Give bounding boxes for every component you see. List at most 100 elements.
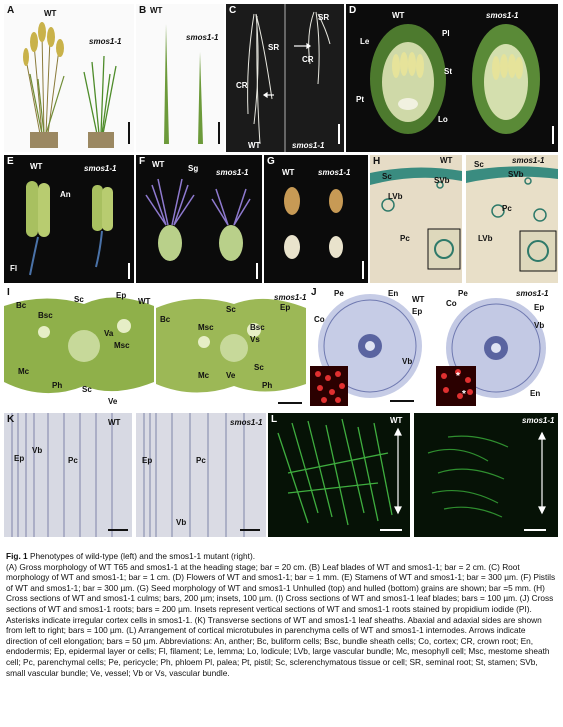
panel-i-bsc-right: Bsc	[250, 323, 265, 332]
panel-d-label: D	[349, 5, 357, 16]
panel-j-co-left: Co	[314, 315, 325, 324]
leaf-sheath-sections-illustration	[4, 413, 266, 537]
panel-c-sr-left: SR	[268, 43, 280, 52]
panel-h-svb-left: SVb	[434, 176, 450, 185]
caption-title: Fig. 1	[6, 551, 28, 561]
panel-a-mut-label: smos1-1	[89, 37, 122, 46]
panel-k-pc-left: Pc	[68, 456, 78, 465]
panel-a-wt-label: WT	[44, 9, 57, 18]
panel-b-mut-label: smos1-1	[186, 33, 219, 42]
panel-l: L WT smos1-1	[268, 413, 558, 537]
panel-j-ep-left: Ep	[412, 307, 423, 316]
panel-k-ep-left: Ep	[14, 454, 25, 463]
caption-body: (A) Gross morphology of WT T65 and smos1…	[6, 561, 556, 678]
panel-g-mut-label: smos1-1	[318, 168, 351, 177]
panel-e: E WT smos1-1 An Fl	[4, 155, 134, 283]
rice-plants-illustration	[23, 22, 130, 148]
panel-j: J WT Pe En Co Ep Vb smos1-1 Pe Co Ep Vb …	[308, 286, 558, 410]
panel-d-le: Le	[360, 37, 370, 46]
panel-c-sr-right: SR	[318, 13, 330, 22]
panel-i-mc-right: Mc	[198, 371, 210, 380]
panel-c-label: C	[229, 5, 237, 16]
panel-l-label: L	[271, 414, 278, 425]
panel-h-lvb-right: LVb	[478, 234, 493, 243]
panel-i-wt-label: WT	[138, 297, 151, 306]
panel-i-ph-left: Ph	[52, 381, 63, 390]
panel-h-label: H	[373, 156, 381, 167]
panel-b: B WT smos1-1	[136, 4, 224, 152]
panel-e-mut-label: smos1-1	[84, 164, 117, 173]
panel-i-mut-label: smos1-1	[274, 293, 306, 302]
panel-k-vb-left: Vb	[32, 446, 43, 455]
panel-d-pt: Pt	[356, 95, 364, 104]
panel-g: G WT smos1-1	[264, 155, 368, 283]
culm-sections-illustration	[370, 155, 558, 283]
panel-i-mc-left: Mc	[18, 367, 30, 376]
panel-b-label: B	[139, 5, 147, 16]
panel-d-mut-label: smos1-1	[486, 11, 519, 20]
panel-i-ep-left: Ep	[116, 291, 127, 300]
panel-h-mut-label: smos1-1	[512, 156, 545, 165]
panel-h-pc-right: Pc	[502, 204, 512, 213]
root-sections-illustration	[310, 294, 546, 406]
panel-i: I WT Bc Sc Ep Bsc Va Msc Mc Ph Sc Ve smo…	[4, 286, 306, 410]
panel-k-ep-right: Ep	[142, 456, 153, 465]
panel-c-cr-left: CR	[236, 81, 248, 90]
panel-c-wt-label: WT	[248, 141, 261, 150]
panel-a-label: A	[7, 5, 15, 16]
panel-j-asterisk-2: *	[462, 389, 466, 400]
panel-c-cr-right: CR	[302, 55, 314, 64]
seeds-illustration	[284, 187, 364, 279]
panel-l-wt-label: WT	[390, 416, 403, 425]
panel-h-wt-label: WT	[440, 156, 453, 165]
panel-k-pc-right: Pc	[196, 456, 206, 465]
stamens-illustration	[26, 181, 130, 279]
panel-c-mut-label: smos1-1	[292, 141, 325, 150]
panel-i-ph-right: Ph	[262, 381, 273, 390]
panel-k-label: K	[7, 414, 15, 425]
panel-d: D WT smos1-1 Le Pl St Pt Lo	[346, 4, 558, 152]
panel-g-wt-label: WT	[282, 168, 295, 177]
panel-i-ve-right: Ve	[226, 371, 236, 380]
panel-e-label: E	[7, 156, 14, 167]
panel-j-en-right: En	[530, 389, 541, 398]
panel-f: F WT Sg smos1-1	[136, 155, 262, 283]
panel-j-en-left: En	[388, 289, 399, 298]
panel-i-sc-left: Sc	[74, 295, 84, 304]
panel-i-ve-left: Ve	[108, 397, 118, 406]
panel-a: A WT smos1-1	[4, 4, 134, 152]
panel-j-mut-label: smos1-1	[516, 289, 549, 298]
panel-j-pe-right: Pe	[458, 289, 468, 298]
flowers-illustration	[370, 24, 554, 144]
panel-i-bc-right: Bc	[160, 315, 171, 324]
panel-j-wt-label: WT	[412, 295, 425, 304]
panel-j-label: J	[311, 287, 317, 298]
figure-caption: Fig. 1 Phenotypes of wild-type (left) an…	[6, 551, 558, 678]
panel-d-lo: Lo	[438, 115, 448, 124]
leaf-blade-sections-illustration	[4, 297, 306, 404]
panel-f-sg: Sg	[188, 164, 199, 173]
panel-k-wt-label: WT	[108, 418, 121, 427]
leaf-blades-illustration	[164, 24, 220, 144]
panel-k-vb-right: Vb	[176, 518, 187, 527]
microtubules-illustration	[277, 413, 546, 537]
panel-c: C SR SR CR CR WT smos1-1	[226, 4, 344, 152]
panel-i-sc-left-b: Sc	[82, 385, 92, 394]
pistils-illustration	[145, 178, 258, 279]
panel-h-lvb-left: LVb	[388, 192, 403, 201]
roots-illustration	[247, 4, 340, 152]
panel-h: H WT smos1-1 Sc SVb LVb Pc Sc SVb Pc LVb	[370, 155, 558, 283]
panel-i-bc-left: Bc	[16, 301, 27, 310]
panel-i-sc-right-b: Sc	[254, 363, 264, 372]
panel-d-pl: Pl	[442, 29, 450, 38]
panel-j-ep-right: Ep	[534, 303, 545, 312]
panel-e-fl: Fl	[10, 264, 18, 273]
panel-k-mut-label: smos1-1	[230, 418, 263, 427]
panel-i-va-left: Va	[104, 329, 114, 338]
panel-f-label: F	[139, 156, 146, 167]
panel-f-mut-label: smos1-1	[216, 168, 249, 177]
panel-i-msc-left: Msc	[114, 341, 130, 350]
panel-h-pc-left: Pc	[400, 234, 410, 243]
panel-i-msc-right: Msc	[198, 323, 214, 332]
panel-i-vs-right: Vs	[250, 335, 260, 344]
